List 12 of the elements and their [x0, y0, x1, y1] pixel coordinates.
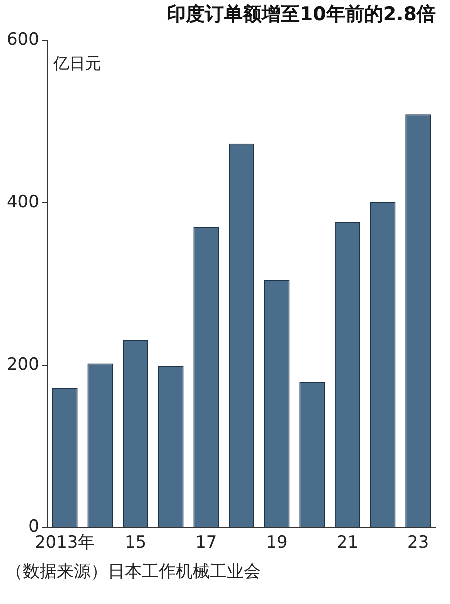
chart-title: 印度订单额增至10年前的2.8倍: [166, 3, 436, 26]
x-tick-label: 15: [124, 533, 147, 554]
x-tick-label: 23: [408, 533, 430, 554]
y-tick-label: 400: [6, 192, 40, 212]
x-tick-label: 2013年: [34, 533, 96, 554]
y-tick-label: 200: [6, 354, 40, 375]
y-tick-label: 600: [6, 30, 40, 50]
x-tick-label: 21: [336, 533, 359, 554]
x-tick-label: 19: [266, 533, 288, 554]
y-axis-title: 亿日元: [52, 54, 102, 73]
x-tick-label: 17: [196, 533, 218, 554]
text: （数据来源）日本工作机械工业会: [5, 561, 262, 583]
